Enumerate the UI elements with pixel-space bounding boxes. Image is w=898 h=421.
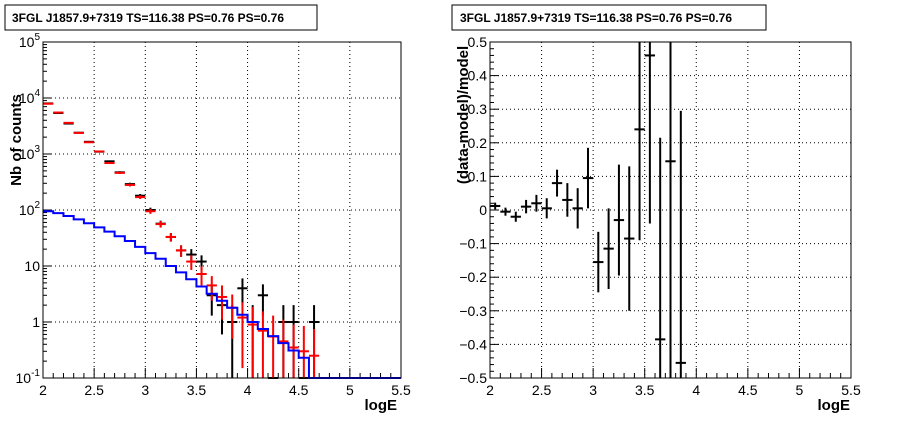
data-count-marker — [237, 278, 248, 306]
residuals-x-tick-label: 3 — [589, 382, 597, 398]
residuals-y-tick-label: 0.1 — [468, 168, 488, 184]
counts-y-tick-label: 10 — [24, 258, 40, 274]
model-count-marker — [94, 150, 105, 153]
counts-x-tick-label: 2.5 — [84, 382, 104, 398]
counts-title: 3FGL J1857.9+7319 TS=116.38 PS=0.76 PS=0… — [12, 11, 284, 25]
residuals-y-tick-label: −0.2 — [459, 269, 487, 285]
counts-y-tick-label: 1 — [32, 314, 40, 330]
model-count-marker — [237, 302, 248, 369]
model-count-marker — [175, 245, 187, 257]
model-count-marker — [73, 131, 84, 134]
residuals-y-tick-label: −0.3 — [459, 303, 487, 319]
counts-y-tick-label: 102 — [19, 200, 41, 218]
residuals-y-tick-label: 0.4 — [468, 68, 488, 84]
residual-marker — [572, 188, 583, 229]
residual-marker — [562, 183, 573, 217]
model-count-marker — [63, 121, 74, 124]
data-count-marker — [104, 160, 115, 163]
counts-panel: 3FGL J1857.9+7319 TS=116.38 PS=0.76 PS=0… — [4, 4, 411, 414]
model-count-marker — [53, 111, 64, 114]
residuals-y-tick-label: 0 — [479, 202, 487, 218]
residual-marker — [500, 207, 511, 216]
model-count-marker — [145, 208, 156, 214]
model-count-marker — [135, 195, 146, 200]
residuals-x-tick-label: 4 — [692, 382, 700, 398]
model-count-marker — [308, 328, 320, 378]
counts-y-tick-label: 105 — [19, 32, 41, 50]
model-count-marker — [114, 171, 125, 175]
residuals-x-tick-label: 3.5 — [635, 382, 655, 398]
counts-x-tick-label: 3 — [141, 382, 149, 398]
model-count-marker — [298, 325, 309, 378]
residual-marker — [510, 211, 521, 222]
model-count-marker — [43, 102, 54, 105]
model-count-marker — [104, 162, 115, 165]
model-count-marker — [83, 141, 95, 144]
residuals-title-box: 3FGL J1857.9+7319 TS=116.38 PS=0.76 PS=0… — [451, 4, 767, 31]
model-count-marker — [165, 233, 176, 242]
residuals-y-tick-label: −0.1 — [459, 236, 487, 252]
model-count-marker — [124, 183, 136, 187]
counts-x-tick-label: 5 — [346, 382, 354, 398]
data-count-marker — [257, 284, 269, 316]
residual-marker — [520, 199, 532, 214]
residual-marker — [582, 147, 594, 209]
model-count-marker — [186, 255, 197, 270]
residual-marker — [603, 208, 614, 289]
residuals-y-tick-label: −0.5 — [459, 370, 487, 386]
model-count-marker — [247, 307, 258, 378]
residuals-title: 3FGL J1857.9+7319 TS=116.38 PS=0.76 PS=0… — [460, 11, 732, 25]
counts-y-tick-label: 104 — [19, 88, 41, 106]
residual-marker — [655, 137, 666, 378]
residuals-y-tick-label: 0.3 — [468, 101, 488, 117]
residuals-panel: 3FGL J1857.9+7319 TS=116.38 PS=0.76 PS=0… — [451, 4, 861, 414]
model-count-marker — [257, 311, 269, 378]
residual-marker — [644, 42, 656, 224]
residuals-y-tick-label: −0.4 — [459, 336, 487, 352]
residual-marker — [665, 42, 676, 378]
residuals-x-tick-label: 5.5 — [841, 382, 861, 398]
counts-x-tick-label: 3.5 — [187, 382, 207, 398]
counts-x-tick-label: 4 — [244, 382, 252, 398]
model-count-marker — [196, 266, 207, 286]
residuals-x-tick-label: 2 — [486, 382, 494, 398]
model-histogram-line — [43, 210, 401, 379]
residual-marker — [541, 198, 552, 219]
residual-marker — [531, 194, 542, 212]
model-count-marker — [278, 319, 289, 378]
residual-marker — [490, 202, 501, 210]
counts-y-tick-label: 10-1 — [16, 368, 41, 386]
residuals-y-tick-label: 0.2 — [468, 135, 488, 151]
model-count-marker — [216, 285, 228, 320]
residual-marker — [593, 231, 604, 293]
residuals-plot-frame — [489, 41, 852, 379]
residuals-y-axis-label: (data-model)/model — [455, 46, 472, 184]
residuals-x-axis-label: logE — [818, 397, 851, 414]
counts-x-tick-label: 4.5 — [289, 382, 309, 398]
residual-marker — [613, 164, 625, 276]
counts-plot-frame — [42, 41, 402, 379]
residuals-x-tick-label: 2.5 — [532, 382, 552, 398]
model-count-marker — [155, 221, 166, 228]
counts-x-tick-label: 5.5 — [391, 382, 411, 398]
counts-x-axis-label: logE — [365, 397, 398, 414]
counts-y-tick-label: 103 — [19, 144, 41, 162]
residual-marker — [675, 110, 686, 378]
counts-y-axis-label: Nb of counts — [8, 94, 25, 186]
residuals-x-tick-label: 5 — [796, 382, 804, 398]
counts-title-box: 3FGL J1857.9+7319 TS=116.38 PS=0.76 PS=0… — [4, 4, 318, 31]
residual-marker — [624, 166, 635, 311]
residual-marker — [551, 169, 563, 197]
residuals-x-tick-label: 4.5 — [738, 382, 758, 398]
counts-x-tick-label: 2 — [39, 382, 47, 398]
model-count-marker — [206, 276, 217, 301]
residual-marker — [634, 42, 645, 241]
residuals-y-tick-label: 0.5 — [468, 34, 488, 50]
